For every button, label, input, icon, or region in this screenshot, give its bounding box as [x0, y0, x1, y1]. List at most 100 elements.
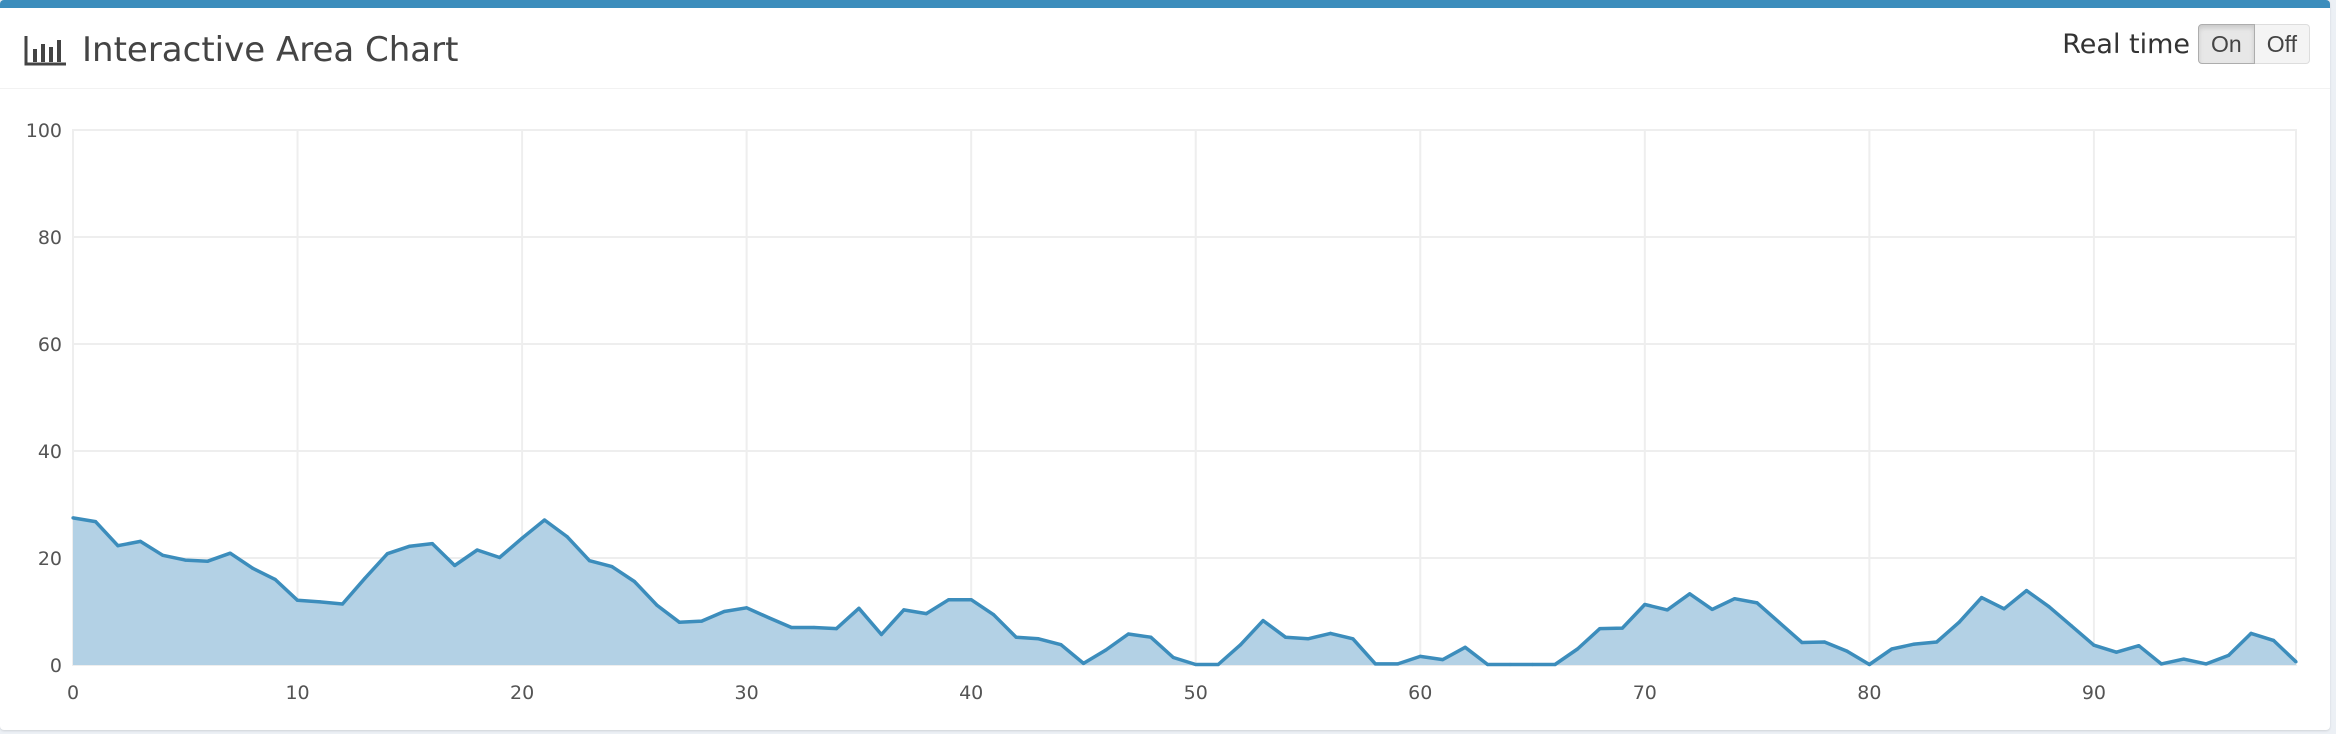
data-point [1351, 637, 1355, 641]
data-point [542, 518, 547, 522]
data-point [453, 563, 457, 568]
realtime-label: Real time [2062, 28, 2191, 60]
x-tick-label: 60 [1408, 682, 1432, 704]
data-point [1081, 661, 1086, 666]
x-tick-label: 30 [735, 682, 759, 704]
x-tick-label: 20 [510, 682, 534, 704]
data-point [1867, 662, 1871, 667]
data-point [767, 616, 771, 620]
page-title: Interactive Area Chart [82, 30, 459, 70]
x-tick-label: 10 [285, 682, 309, 704]
data-point [273, 577, 277, 582]
data-point [902, 608, 906, 612]
y-tick-label: 40 [38, 441, 62, 463]
data-point [2271, 638, 2276, 643]
realtime-off-button[interactable]: Off [2254, 24, 2310, 64]
data-point [1980, 596, 1984, 600]
data-point [1261, 619, 1265, 623]
data-point [1935, 640, 1939, 644]
data-point [161, 553, 165, 557]
data-point [430, 542, 434, 546]
data-point [1845, 649, 1849, 653]
series-points [71, 516, 2298, 667]
data-point [1508, 662, 1512, 667]
data-point [1418, 654, 1422, 659]
data-point [1665, 608, 1669, 612]
data-point [879, 632, 884, 637]
data-point [655, 603, 659, 607]
data-point [610, 565, 614, 569]
data-point [228, 551, 232, 555]
data-point [789, 625, 794, 630]
y-tick-label: 60 [38, 334, 62, 356]
data-point [1755, 601, 1759, 605]
y-tick-label: 20 [38, 548, 62, 570]
title-group: Interactive Area Chart [24, 30, 458, 70]
data-point [2047, 605, 2051, 609]
data-point [2137, 644, 2141, 648]
data-point [2024, 589, 2029, 593]
data-point [992, 613, 996, 617]
data-point [2249, 631, 2253, 636]
data-point [1194, 662, 1198, 667]
data-point [2159, 662, 2163, 666]
data-point [1373, 662, 1377, 666]
data-point [565, 535, 569, 539]
data-point [745, 606, 749, 610]
data-point [1912, 642, 1916, 646]
box-header: Interactive Area Chart Real time On Off [0, 8, 2330, 89]
data-point [520, 536, 524, 540]
data-point [1306, 637, 1310, 641]
data-point [632, 579, 637, 584]
data-point [475, 548, 479, 552]
data-point [834, 627, 839, 631]
data-point [2294, 660, 2298, 664]
x-tick-label: 0 [67, 682, 79, 704]
data-point [857, 606, 861, 610]
data-point [93, 520, 98, 524]
data-point [1957, 620, 1961, 624]
data-point [1598, 627, 1602, 631]
data-point [1733, 597, 1737, 601]
data-point [1149, 635, 1153, 639]
data-point [812, 625, 816, 630]
data-point [2204, 662, 2208, 666]
y-tick-label: 100 [26, 120, 62, 142]
data-point [1104, 648, 1108, 652]
data-point [2114, 650, 2118, 654]
data-point [1688, 592, 1692, 596]
data-point [1800, 640, 1804, 645]
series-line [72, 516, 2298, 667]
data-point [408, 544, 412, 548]
data-point [1126, 632, 1130, 636]
data-point [722, 609, 726, 614]
data-point [385, 552, 389, 556]
data-point [924, 612, 928, 616]
x-tick-label: 80 [1857, 682, 1881, 704]
x-tick-label: 40 [959, 682, 983, 704]
data-point [71, 516, 75, 520]
data-point [1036, 637, 1041, 641]
data-point [1710, 607, 1714, 612]
realtime-on-button[interactable]: On [2198, 24, 2255, 64]
data-point [587, 559, 592, 563]
y-axis: 0 20 40 60 80 100 [26, 120, 62, 677]
data-point [947, 598, 951, 602]
data-point [1171, 655, 1175, 660]
data-point [2182, 657, 2186, 661]
data-point [1643, 602, 1647, 607]
data-point [116, 544, 120, 548]
data-point [2092, 643, 2096, 647]
data-point [183, 558, 187, 562]
data-point [1620, 626, 1624, 630]
data-point [318, 600, 322, 604]
data-point [251, 566, 255, 570]
data-point [2069, 624, 2074, 628]
data-point [295, 598, 300, 602]
data-point [2002, 607, 2006, 611]
data-point [1777, 621, 1782, 625]
x-axis: 0 10 20 30 40 50 60 70 80 90 [67, 682, 2106, 704]
data-point [969, 598, 973, 602]
y-tick-label: 0 [50, 655, 62, 677]
